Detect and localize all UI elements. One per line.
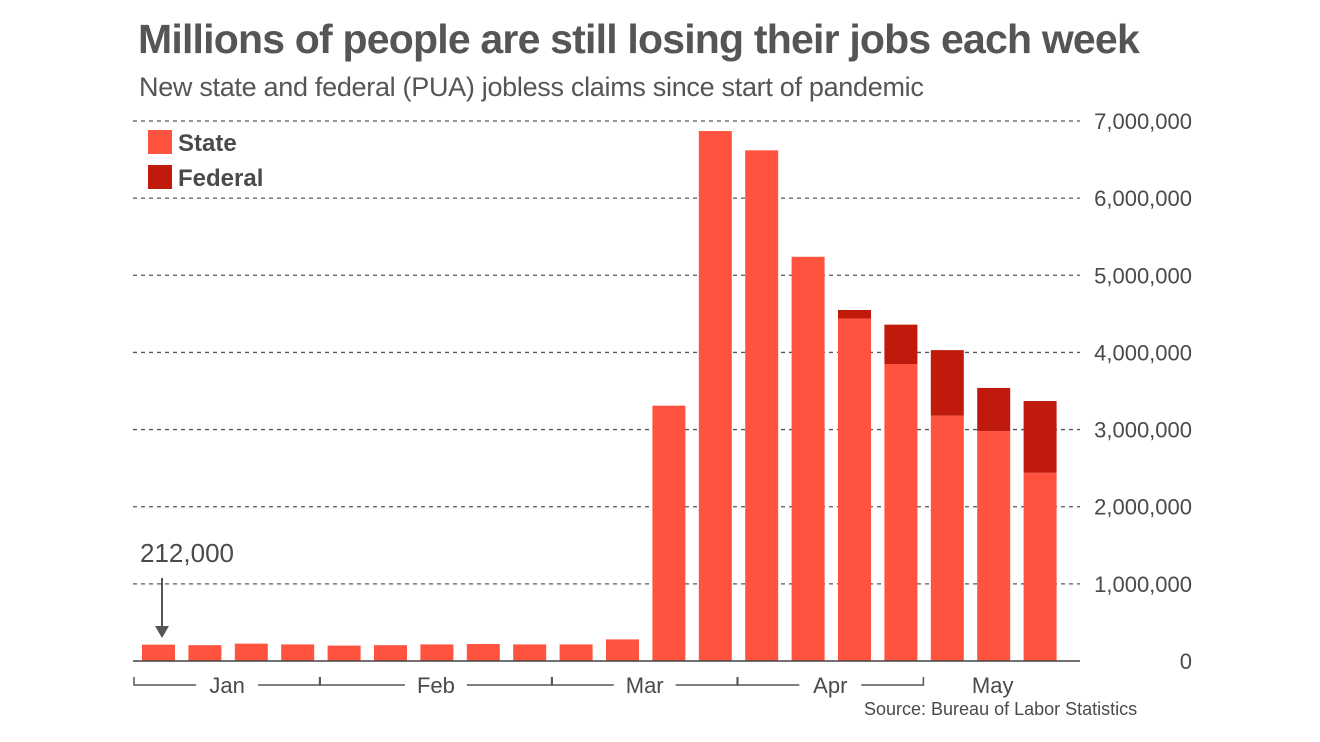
bar-federal [930,350,964,416]
bar-state [884,364,918,661]
bar-state [977,431,1011,661]
bar-state [281,644,315,661]
bar-state [838,318,871,661]
y-tick-label: 0 [1180,649,1192,674]
y-tick-label: 7,000,000 [1094,109,1192,134]
legend-label-federal: Federal [178,165,263,192]
bar-federal [1023,401,1057,473]
y-tick-label: 6,000,000 [1094,186,1192,211]
month-bracket-left [133,677,197,686]
y-tick-label: 2,000,000 [1094,495,1192,520]
bar-state [791,256,825,661]
month-bracket-left [736,677,800,686]
y-tick-label: 4,000,000 [1094,340,1192,365]
month-label: May [972,673,1014,698]
bar-state [513,644,547,661]
chart-subtitle: New state and federal (PUA) jobless clai… [139,72,924,102]
bars [142,131,1057,662]
arrow-down-icon [155,626,169,638]
bar-state [374,645,407,661]
bar-federal [838,310,871,319]
month-bracket-right [466,677,553,686]
source-note: Source: Bureau of Labor Statistics [864,699,1138,719]
legend-swatch-state [148,130,172,154]
bar-state [1023,472,1057,661]
bar-state [745,150,779,662]
axes: 0 1,000,000 2,000,000 3,000,000 4,000,000 5,0… [133,109,1192,698]
bar-state [652,405,686,661]
legend: State Federal [148,130,263,192]
annotations: 212,000 [140,538,234,638]
bar-federal [884,324,918,364]
bar-state [930,415,964,661]
bar-state [234,643,268,661]
month-label: Jan [209,673,244,698]
bar-state [327,645,361,661]
month-bracket-right [675,677,739,686]
month-bracket-right [258,677,321,686]
bar-state [142,644,175,661]
y-tick-label: 1,000,000 [1094,572,1192,597]
month-bracket-left [550,677,614,686]
chart-title: Millions of people are still losing thei… [138,16,1140,62]
month-label: Apr [813,673,847,698]
bar-federal [977,387,1011,432]
legend-swatch-federal [148,165,172,189]
y-tick-label: 3,000,000 [1094,418,1192,443]
month-label: Mar [626,673,664,698]
bar-state [698,131,732,661]
bar-state [188,645,222,661]
bar-state [466,644,500,661]
month-bracket-left [318,677,405,686]
y-tick-label: 5,000,000 [1094,263,1192,288]
gridlines [133,120,1080,585]
bar-state [559,644,593,661]
bar-state [420,644,454,661]
legend-label-state: State [178,130,237,157]
month-label: Feb [417,673,455,698]
bar-state [606,639,639,661]
month-bracket-right [861,677,925,686]
annotation-label: 212,000 [140,538,234,568]
